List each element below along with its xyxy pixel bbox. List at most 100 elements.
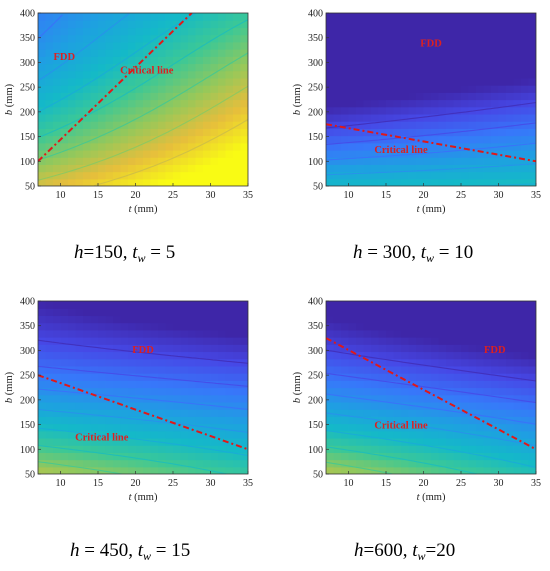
heatmap-cell [416, 92, 425, 101]
heatmap-cell [75, 99, 84, 108]
heatmap-cell [218, 329, 227, 338]
heatmap-cell [218, 452, 227, 461]
heatmap-cell [120, 135, 129, 144]
heatmap-cell [240, 322, 248, 331]
heatmap-cell [446, 157, 455, 165]
heatmap-cell [521, 401, 530, 410]
heatmap-cell [143, 329, 152, 338]
heatmap-cell [203, 301, 212, 309]
heatmap-cell [210, 337, 219, 345]
heatmap-cell [143, 423, 152, 432]
heatmap-cell [386, 344, 395, 353]
heatmap-cell [333, 329, 342, 338]
heatmap-cell [98, 358, 107, 367]
heatmap-cell [468, 315, 477, 324]
heatmap-cell [386, 445, 395, 453]
heatmap-cell [483, 445, 492, 453]
y-tick-label: 200 [20, 395, 35, 406]
heatmap-cell [45, 373, 54, 381]
heatmap-cell [446, 416, 455, 425]
heatmap-cell [128, 452, 137, 461]
heatmap-cell [210, 430, 219, 439]
heatmap-cell [38, 445, 47, 453]
heatmap-cell [150, 41, 159, 50]
heatmap-cell [98, 394, 107, 403]
heatmap-cell [506, 70, 515, 79]
heatmap-cell [356, 380, 365, 389]
heatmap-cell [60, 63, 69, 72]
heatmap-field [38, 13, 248, 186]
heatmap-cell [173, 308, 182, 317]
heatmap-cell [135, 63, 144, 72]
heatmap-cell [408, 164, 417, 173]
heatmap-cell [498, 466, 507, 474]
heatmap-cell [416, 56, 425, 65]
heatmap-cell [105, 445, 114, 453]
x-tick-label: 30 [206, 190, 216, 201]
heatmap-cell [326, 135, 335, 144]
heatmap-cell [348, 99, 357, 108]
heatmap-cell [423, 34, 432, 43]
x-axis-label: t (mm) [417, 492, 446, 503]
heatmap-cell [356, 466, 365, 474]
heatmap-cell [423, 63, 432, 72]
heatmap-cell [498, 351, 507, 360]
heatmap-cell [53, 358, 62, 367]
heatmap-cell [188, 437, 197, 446]
y-tick-label: 350 [308, 321, 323, 332]
heatmap-cell [120, 178, 129, 186]
heatmap-cell [408, 49, 417, 57]
heatmap-cell [105, 41, 114, 50]
heatmap-cell [83, 315, 92, 324]
heatmap-cell [128, 85, 137, 93]
heatmap-cell [356, 63, 365, 72]
heatmap-cell [60, 416, 69, 425]
heatmap-cell [210, 358, 219, 367]
heatmap-cell [143, 49, 152, 57]
heatmap-cell [498, 99, 507, 108]
heatmap-cell [378, 445, 387, 453]
heatmap-cell [143, 365, 152, 374]
heatmap-cell [218, 178, 227, 186]
heatmap-cell [180, 157, 189, 165]
heatmap-cell [225, 13, 234, 21]
heatmap-cell [528, 301, 536, 309]
heatmap-cell [393, 344, 402, 353]
heatmap-cell [68, 70, 77, 79]
heatmap-cell [378, 27, 387, 36]
heatmap-cell [521, 85, 530, 93]
heatmap-cell [386, 56, 395, 65]
heatmap-cell [461, 337, 470, 345]
heatmap-cell [98, 128, 107, 137]
heatmap-cell [143, 77, 152, 86]
heatmap-cell [98, 329, 107, 338]
heatmap-cell [371, 315, 380, 324]
heatmap-cell [326, 358, 335, 367]
heatmap-cell [90, 337, 99, 345]
heatmap-cell [210, 106, 219, 115]
heatmap-cell [98, 56, 107, 65]
heatmap-cell [348, 171, 357, 180]
heatmap-cell [333, 466, 342, 474]
heatmap-cell [386, 430, 395, 439]
heatmap-cell [356, 171, 365, 180]
heatmap-cell [203, 171, 212, 180]
heatmap-cell [476, 459, 485, 468]
heatmap-cell [506, 423, 515, 432]
heatmap-cell [438, 430, 447, 439]
heatmap-cell [135, 164, 144, 173]
heatmap-cell [423, 452, 432, 461]
heatmap-cell [128, 344, 137, 353]
heatmap-field [326, 13, 536, 186]
heatmap-cell [165, 13, 174, 21]
heatmap-cell [438, 344, 447, 353]
heatmap-cell [476, 358, 485, 367]
heatmap-cell [150, 49, 159, 57]
heatmap-cell [150, 394, 159, 403]
heatmap-cell [210, 380, 219, 389]
heatmap-cell [180, 34, 189, 43]
annotation-critical-line: Critical line [120, 65, 174, 76]
heatmap-cell [408, 394, 417, 403]
heatmap-cell [120, 380, 129, 389]
heatmap-cell [150, 85, 159, 93]
